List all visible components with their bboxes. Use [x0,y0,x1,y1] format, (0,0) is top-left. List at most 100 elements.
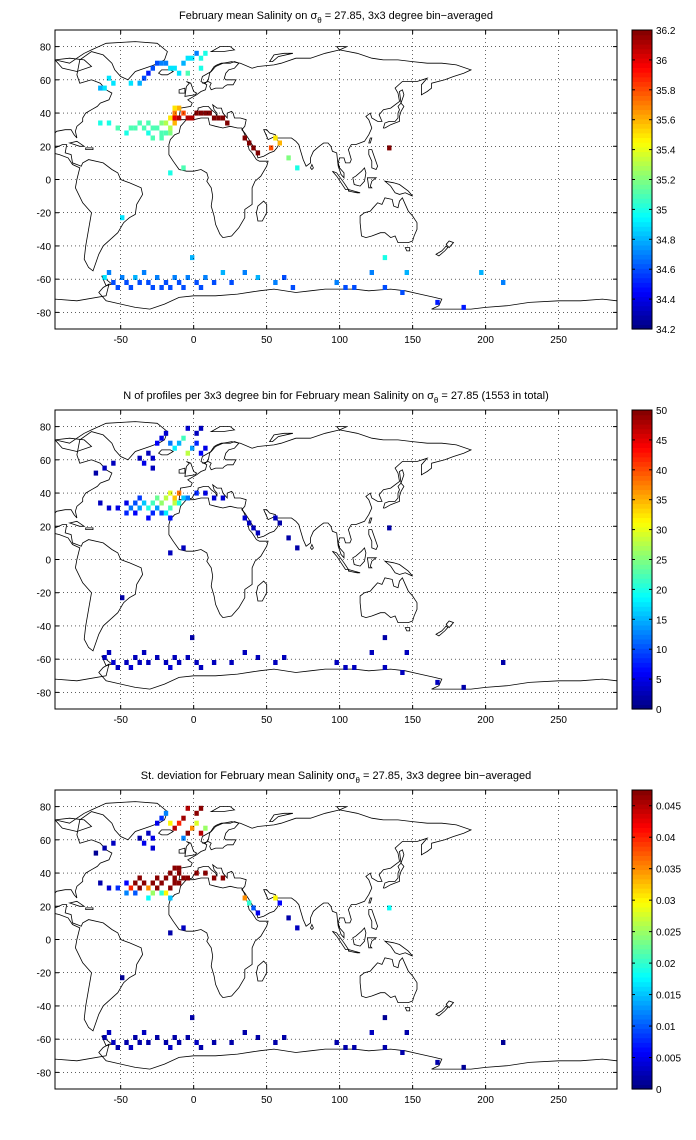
data-cell [155,125,160,131]
data-cell [343,665,348,670]
colorbar-band [632,841,652,847]
colorbar-tick-label: 34.6 [656,265,676,276]
colorbar-band [632,652,652,659]
data-cell [128,665,134,670]
data-cell [150,455,155,461]
coastline [335,46,348,51]
colorbar-band [632,324,652,330]
data-cell [461,1064,466,1070]
coastline [383,940,413,957]
data-cell [198,450,204,456]
colorbar-band [632,526,652,533]
data-cell [128,125,134,131]
colorbar-band [632,1004,652,1011]
colorbar-tick-label: 0.035 [656,865,681,876]
data-cell [203,110,208,116]
y-tick-label: 0 [45,556,51,567]
data-cell [295,545,300,551]
colorbar-band [632,193,652,199]
data-cell [141,880,147,886]
data-cell [168,665,173,670]
colorbar-band [632,916,652,922]
data-cell [168,65,173,71]
y-tick-label: -20 [37,589,52,600]
data-cell [111,840,116,846]
data-cell [124,880,129,886]
data-cell [141,840,147,846]
x-tick-label: 150 [404,1095,421,1106]
data-cell [168,885,173,891]
colorbar-band [632,34,652,40]
colorbar-band [632,282,652,288]
colorbar-band [632,568,652,575]
coastline [55,817,93,832]
colorbar-band [632,953,652,959]
chart-panel-3: St. deviation for February mean Salinity… [37,770,682,1106]
data-cell [133,275,138,280]
data-cell [168,1045,173,1050]
data-cell [176,1040,182,1045]
data-cell [176,865,182,871]
data-cell [150,510,155,516]
data-cell [185,450,190,456]
x-tick-label: 50 [261,715,273,726]
colorbar-tick-label: 25 [656,556,668,567]
colorbar-tick-label: 40 [656,466,668,477]
y-tick-label: -80 [37,308,52,319]
y-tick-label: 0 [45,176,51,187]
data-cell [155,275,160,280]
colorbar-tick-label: 35 [656,496,668,507]
data-cell [146,130,151,136]
data-cell [124,500,129,506]
data-cell [163,60,169,66]
colorbar-band [632,207,652,213]
data-cell [106,270,112,275]
colorbar-band [632,694,652,701]
colorbar-band [632,920,652,927]
colorbar-band [632,508,652,514]
coastline [202,441,240,471]
data-cell [334,280,339,285]
data-cell [461,684,466,690]
y-tick-label: -20 [37,969,52,980]
colorbar-tick-label: 0.005 [656,1054,681,1065]
colorbar-band [632,146,652,153]
data-cell [155,655,160,660]
colorbar-band [632,794,652,800]
colorbar-band [632,967,652,973]
colorbar-band [632,1079,652,1085]
data-cell [159,60,164,66]
data-cell [115,1045,120,1050]
title-subscript: θ [317,16,322,25]
title-symbol: σ [349,770,356,782]
data-cell [194,440,199,446]
data-cell [255,150,261,156]
colorbar-tick-label: 34.2 [656,325,676,336]
data-cell [190,635,195,641]
data-cell [194,50,199,56]
data-cell [163,430,169,436]
colorbar-band [632,174,652,181]
data-cell [185,495,190,501]
coastline [209,426,236,433]
colorbar-tick-label: 0 [656,1085,662,1096]
colorbar-band [632,699,652,705]
coastline [352,927,367,947]
colorbar-band [632,634,652,640]
coastline [21,58,47,65]
data-cell [146,885,151,891]
colorbar-band [632,44,652,50]
colorbar-band [632,132,652,139]
colorbar-band [632,240,652,246]
data-cell [115,285,120,290]
coastline [404,1007,411,1012]
colorbar-band [632,442,652,448]
data-cell [102,85,107,91]
colorbar-band [632,433,652,439]
data-cell [124,1040,129,1045]
colorbar-tick-label: 10 [656,645,668,656]
coastline [157,449,175,456]
title-text: N of profiles per 3x3 degree bin for Feb… [123,390,427,402]
colorbar-tick-label: 35.2 [656,176,676,187]
data-cell [168,285,173,290]
